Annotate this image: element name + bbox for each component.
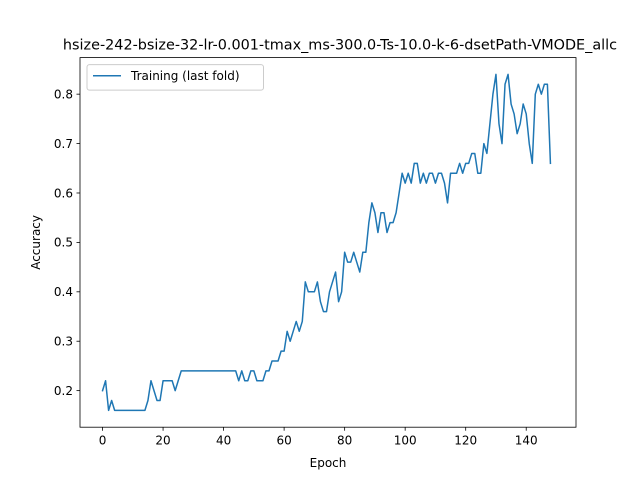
y-tick-label: 0.8 bbox=[54, 87, 73, 101]
x-axis-label: Epoch bbox=[310, 456, 347, 470]
legend: Training (last fold) bbox=[86, 64, 264, 91]
legend-box bbox=[86, 64, 264, 91]
x-tick-label: 80 bbox=[337, 434, 352, 448]
x-tick-label: 100 bbox=[394, 434, 417, 448]
x-tick-label: 60 bbox=[276, 434, 291, 448]
x-tick-label: 140 bbox=[515, 434, 538, 448]
y-tick-label: 0.5 bbox=[54, 236, 73, 250]
x-tick-label: 120 bbox=[454, 434, 477, 448]
y-tick-label: 0.7 bbox=[54, 137, 73, 151]
y-axis-ticks: 0.2 0.3 0.4 0.5 0.6 0.7 0.8 bbox=[54, 87, 80, 398]
series-line-0 bbox=[101, 73, 552, 412]
y-axis-label: Accuracy bbox=[29, 215, 43, 270]
x-axis-ticks: 0 20 40 60 80 100 120 140 bbox=[99, 427, 538, 448]
y-tick-label: 0.3 bbox=[54, 335, 73, 349]
x-tick-label: 20 bbox=[155, 434, 170, 448]
y-tick-label: 0.6 bbox=[54, 186, 73, 200]
axes-frame bbox=[79, 57, 577, 428]
chart-title: hsize-242-bsize-32-lr-0.001-tmax_ms-300.… bbox=[63, 38, 617, 54]
plot-area bbox=[101, 73, 552, 412]
x-tick-label: 0 bbox=[99, 434, 107, 448]
legend-label: Training (last fold) bbox=[130, 69, 240, 83]
x-tick-label: 40 bbox=[216, 434, 231, 448]
series-layer bbox=[101, 73, 552, 412]
y-tick-label: 0.2 bbox=[54, 384, 73, 398]
y-tick-label: 0.4 bbox=[54, 285, 73, 299]
